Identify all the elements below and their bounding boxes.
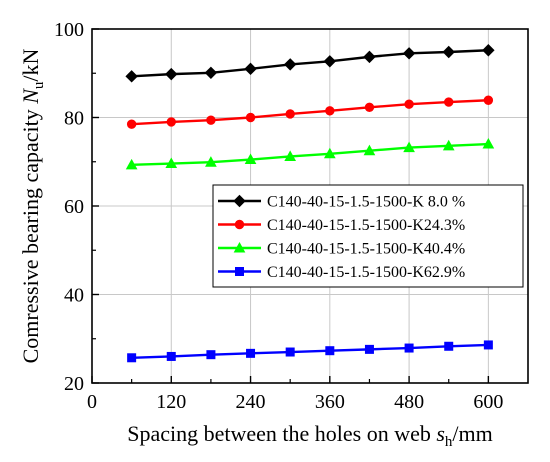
y-axis-title-subscript: u — [31, 81, 47, 89]
legend-marker — [234, 219, 245, 230]
legend-entry: C140-40-15-1.5-1500-K62.9% — [218, 264, 465, 281]
legend-label: C140-40-15-1.5-1500-K24.3% — [267, 217, 465, 234]
data-point — [206, 350, 216, 360]
x-axis-title-suffix: /mm — [452, 421, 492, 446]
data-point — [323, 55, 337, 68]
x-tick-label: 600 — [473, 391, 503, 413]
y-axis-title-prefix: Comressive bearing capacity — [18, 104, 43, 364]
legend-box — [212, 184, 524, 288]
data-point — [404, 99, 414, 109]
data-point — [442, 139, 455, 151]
data-point — [482, 44, 495, 57]
data-point — [285, 347, 295, 357]
x-tick-labels: 0 120 240 360 480 600 — [87, 391, 503, 413]
data-point — [364, 344, 374, 354]
y-axis-title-variable: N — [18, 88, 43, 105]
legend-marker — [233, 194, 246, 208]
data-point — [283, 58, 297, 71]
data-point — [325, 346, 335, 356]
y-tick-label: 20 — [64, 373, 84, 395]
x-tick-label: 0 — [87, 391, 97, 413]
legend-marker — [235, 267, 244, 276]
data-point — [404, 343, 414, 353]
data-point — [126, 119, 137, 129]
series-4 — [127, 340, 493, 363]
x-tick-label: 480 — [394, 391, 424, 413]
data-point — [483, 340, 493, 350]
legend-marker — [233, 241, 246, 253]
data-point — [244, 153, 257, 165]
x-axis-title-prefix: Spacing between the holes on web — [127, 421, 436, 446]
legend: C140-40-15-1.5-1500-K 8.0 % C140-40-15-1.… — [212, 184, 524, 288]
data-point — [205, 156, 217, 167]
data-series — [125, 44, 495, 363]
series-2 — [126, 95, 494, 129]
y-tick-label: 80 — [64, 108, 84, 130]
data-point — [403, 141, 415, 153]
data-point — [402, 47, 416, 60]
data-point — [244, 62, 257, 76]
legend-label: C140-40-15-1.5-1500-K62.9% — [267, 264, 465, 281]
legend-entry: C140-40-15-1.5-1500-K 8.0 % — [218, 194, 465, 211]
data-point — [323, 147, 336, 159]
data-point — [285, 109, 295, 119]
y-tick-label: 40 — [64, 285, 84, 307]
data-point — [363, 50, 376, 64]
legend-label: C140-40-15-1.5-1500-K 8.0 % — [267, 194, 465, 211]
series-3 — [125, 138, 495, 170]
data-point — [125, 70, 138, 83]
data-point — [444, 341, 454, 351]
data-point — [284, 150, 297, 161]
series-line — [131, 343, 489, 359]
x-axis-title-variable: s — [436, 421, 445, 446]
data-point — [442, 45, 455, 59]
y-axis-title: Comressive bearing capacity Nu/kN — [18, 48, 47, 363]
data-point — [165, 67, 178, 81]
y-tick-labels: 20 40 60 80 100 — [54, 19, 84, 395]
y-tick-label: 60 — [64, 196, 84, 218]
data-point — [483, 95, 494, 105]
x-tick-label: 120 — [156, 391, 186, 413]
series-line — [131, 142, 489, 167]
legend-entry: C140-40-15-1.5-1500-K40.4% — [218, 241, 465, 258]
series-line — [131, 99, 489, 126]
data-point — [166, 117, 176, 127]
x-axis-title: Spacing between the holes on web sh/mm — [127, 421, 493, 450]
data-point — [363, 144, 376, 156]
data-point — [364, 102, 375, 113]
data-point — [166, 351, 176, 361]
y-tick-label: 100 — [54, 19, 84, 41]
x-tick-label: 240 — [236, 391, 266, 413]
data-point — [127, 353, 137, 363]
axis-ticks — [91, 28, 490, 384]
data-point — [245, 112, 256, 123]
data-point — [206, 115, 216, 125]
legend-label: C140-40-15-1.5-1500-K40.4% — [267, 241, 465, 258]
series-1 — [125, 44, 495, 83]
series-line — [131, 49, 489, 78]
x-axis-title-subscript: h — [445, 434, 453, 450]
data-point — [204, 66, 218, 80]
data-point — [482, 138, 495, 149]
data-point — [165, 157, 178, 169]
data-point — [125, 158, 138, 170]
data-point — [325, 106, 335, 116]
data-point — [246, 348, 256, 358]
data-point — [444, 97, 454, 107]
x-tick-label: 360 — [315, 391, 345, 413]
legend-entry: C140-40-15-1.5-1500-K24.3% — [218, 217, 465, 234]
y-axis-title-suffix: /kN — [18, 48, 43, 81]
